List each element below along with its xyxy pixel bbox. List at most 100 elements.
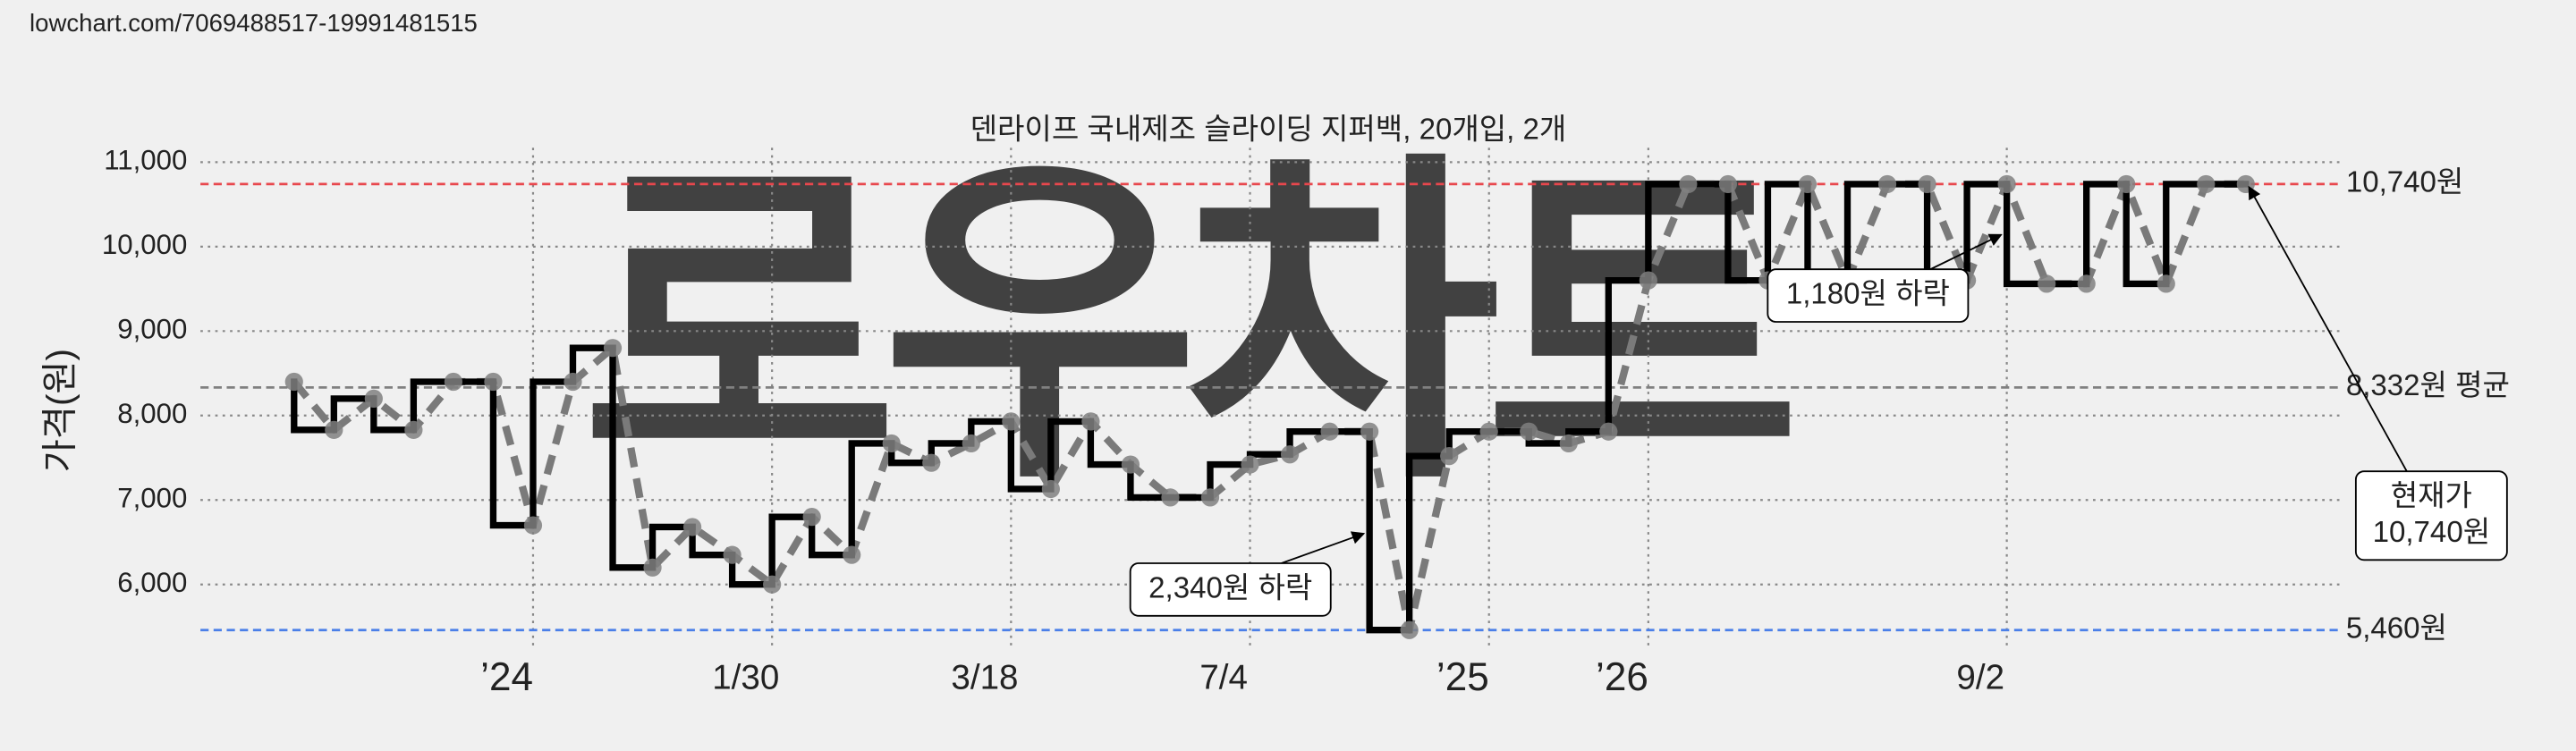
annotation: 현재가 10,740원 <box>2373 479 2490 548</box>
step-segment <box>2083 181 2130 288</box>
y-tick-label: 10,000 <box>102 229 187 260</box>
data-point <box>1280 445 1300 464</box>
data-point <box>1400 620 1419 639</box>
step-segment <box>2003 181 2050 288</box>
annotation: 1,180원 하락 <box>1786 277 1950 310</box>
data-point <box>1559 434 1578 453</box>
data-point <box>2038 274 2056 293</box>
data-point <box>1002 412 1021 431</box>
y-tick-label: 8,000 <box>117 398 187 429</box>
data-point <box>2157 274 2175 293</box>
annotation-box <box>1129 562 1332 617</box>
step-segment <box>1087 418 1134 468</box>
step-segment <box>848 440 895 559</box>
data-point <box>802 508 821 527</box>
data-point <box>1161 488 1180 507</box>
x-tick-label: 9/2 <box>1956 659 2004 697</box>
data-point <box>284 372 303 392</box>
data-point <box>1918 174 1936 194</box>
data-point <box>1081 412 1100 431</box>
data-point <box>1599 422 1618 441</box>
x-tick-label: ’26 <box>1596 655 1648 699</box>
step-segment <box>728 551 775 588</box>
data-point <box>882 434 901 453</box>
step-segment <box>1605 276 1652 435</box>
x-tick-label: 3/18 <box>951 659 1018 697</box>
data-point <box>1041 479 1060 499</box>
data-point <box>2236 174 2255 194</box>
data-point <box>962 434 980 453</box>
y-tick-label: 11,000 <box>104 145 187 176</box>
data-point <box>404 420 423 439</box>
annotation-box <box>1767 268 1970 323</box>
annotation-box <box>2354 470 2508 561</box>
step-segment <box>1405 452 1453 634</box>
step-segment <box>1764 181 1811 284</box>
watermark: 로우차트 <box>580 132 1791 518</box>
step-segment <box>1127 460 1174 502</box>
data-point <box>1121 455 1140 474</box>
x-tick-label: 1/30 <box>712 659 779 697</box>
data-point <box>763 575 782 594</box>
data-point <box>564 372 582 392</box>
data-point <box>643 558 662 577</box>
x-tick-label: ’25 <box>1436 655 1489 699</box>
data-point <box>1200 488 1220 507</box>
step-segment <box>2163 181 2209 288</box>
annotation-arrow <box>1929 233 2003 271</box>
step-segment <box>569 344 616 385</box>
chart-title: 덴라이프 국내제조 슬라이딩 지퍼백, 20개입, 2개 <box>970 114 1567 147</box>
data-point <box>364 389 383 408</box>
data-point <box>1320 422 1339 441</box>
reference-label: 8,332원 평균 <box>2346 369 2510 402</box>
data-point <box>2077 274 2096 293</box>
data-point <box>922 453 941 472</box>
y-axis-label: 가격(원) <box>38 349 80 472</box>
step-segment <box>809 513 855 559</box>
step-segment <box>1724 181 1772 284</box>
y-tick-label: 9,000 <box>117 314 187 345</box>
step-segment <box>1843 181 1891 284</box>
step-segment <box>1047 418 1095 493</box>
data-point <box>1997 174 2016 194</box>
data-point <box>1520 422 1538 441</box>
annotation-arrow <box>1281 531 1366 564</box>
data-point <box>1360 422 1379 441</box>
data-point <box>325 420 343 439</box>
x-tick-label: 7/4 <box>1199 659 1248 697</box>
data-point <box>843 545 861 564</box>
step-segment <box>410 378 457 434</box>
step-segment <box>609 344 657 571</box>
data-point <box>1679 174 1698 194</box>
step-segment <box>689 523 736 559</box>
step-segment <box>768 513 816 588</box>
step-segment <box>1963 181 2011 284</box>
step-segment <box>530 378 577 529</box>
data-point <box>1718 174 1738 194</box>
data-point <box>2197 174 2216 194</box>
data-point <box>444 372 463 392</box>
data-point <box>1877 174 1897 194</box>
data-point <box>723 545 741 564</box>
reference-label: 5,460원 <box>2346 612 2447 645</box>
series <box>284 174 2255 639</box>
step-segment <box>370 395 418 434</box>
step-segment <box>1645 181 1692 284</box>
data-point <box>1639 271 1657 290</box>
x-tick-label: ’24 <box>480 655 533 699</box>
data-point <box>484 372 503 392</box>
step-segment <box>330 395 377 434</box>
data-point <box>523 516 543 535</box>
step-segment <box>2123 181 2170 288</box>
step-segment <box>1207 460 1254 502</box>
source-url: lowchart.com/7069488517-19991481515 <box>30 9 478 37</box>
data-point <box>1241 455 1259 474</box>
data-point <box>1479 422 1498 441</box>
step-segment <box>648 523 696 571</box>
data-point <box>1440 447 1459 466</box>
step-segment <box>291 378 337 434</box>
data-point <box>1798 174 1818 194</box>
step-segment <box>1007 418 1055 493</box>
